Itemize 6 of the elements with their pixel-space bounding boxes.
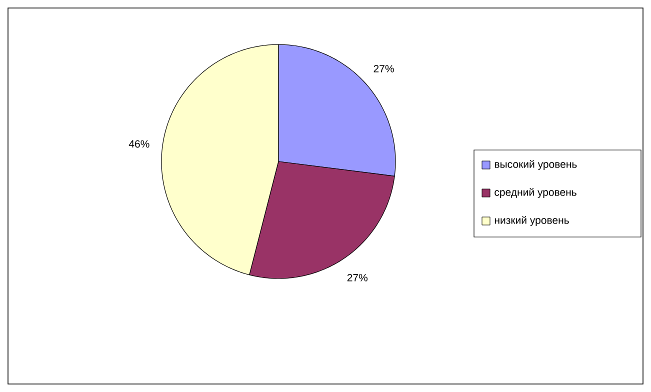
- legend-label: средний уровень: [494, 188, 576, 198]
- legend-label: высокий уровень: [494, 160, 577, 170]
- data-label: 46%: [128, 140, 150, 148]
- data-label: 27%: [347, 274, 368, 282]
- data-label: 27%: [374, 64, 394, 72]
- legend-label: низкий уровень: [494, 216, 569, 226]
